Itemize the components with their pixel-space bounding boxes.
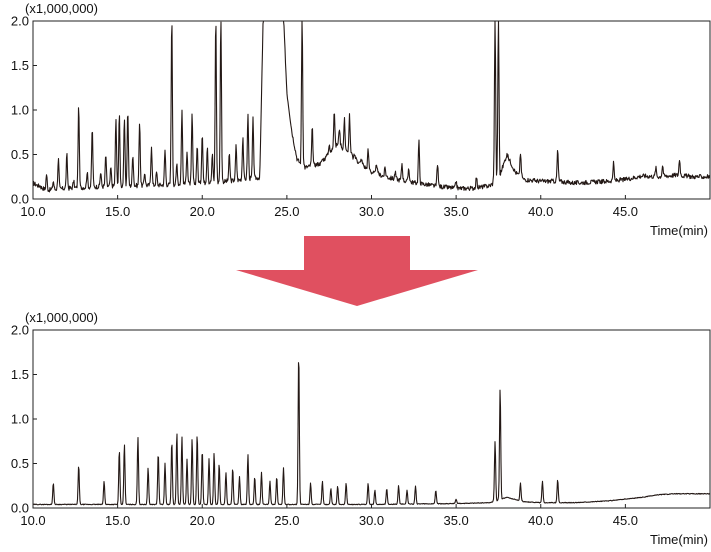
- chart-after-frame: [32, 329, 711, 509]
- after-xtick-label: 35.0: [443, 513, 468, 528]
- before-xtick-label: 35.0: [443, 204, 468, 219]
- after-ytick-label: 0.5: [11, 456, 29, 471]
- chart-after-xlabel: Time(min): [650, 532, 708, 547]
- chart-before-x-axis: 10.0 15.0 20.0 25.0 30.0 35.0 40.0 45.0: [20, 195, 638, 219]
- before-ytick-label: 0.5: [11, 147, 29, 162]
- after-xtick-label: 10.0: [20, 513, 45, 528]
- after-xtick-label: 30.0: [359, 513, 384, 528]
- after-ytick-label: 2.0: [11, 323, 29, 338]
- before-ytick-label: 2.0: [11, 14, 29, 29]
- before-xtick-label: 15.0: [105, 204, 130, 219]
- before-ytick-label: 1.0: [11, 103, 29, 118]
- after-xtick-label: 25.0: [274, 513, 299, 528]
- down-arrow-icon: [236, 236, 478, 306]
- chart-before-y-axis: 0.0 0.5 1.0 1.5 2.0: [11, 14, 37, 207]
- after-ytick-label: 1.0: [11, 412, 29, 427]
- before-ytick-label: 1.5: [11, 58, 29, 73]
- chart-after-trace: [32, 362, 711, 506]
- chart-after-x-axis: 10.0 15.0 20.0 25.0 30.0 35.0 40.0 45.0: [20, 504, 638, 528]
- before-xtick-label: 10.0: [20, 204, 45, 219]
- chart-after: (x1,000,000) 0.0 0.5 1.0 1.5 2.0 10.0 15.0 20.…: [11, 310, 711, 547]
- chart-before-trace: [32, 20, 711, 193]
- after-ytick-label: 1.5: [11, 367, 29, 382]
- chart-before-xlabel: Time(min): [650, 223, 708, 238]
- chart-before: (x1,000,000) 0.0 0.5 1.0 1.5 2.0 10.0 15.0 20.…: [11, 1, 711, 238]
- before-xtick-label: 20.0: [190, 204, 215, 219]
- before-xtick-label: 40.0: [528, 204, 553, 219]
- before-xtick-label: 45.0: [613, 204, 638, 219]
- after-xtick-label: 45.0: [613, 513, 638, 528]
- after-xtick-label: 20.0: [190, 513, 215, 528]
- before-ytick-label: 0.0: [11, 192, 29, 207]
- after-xtick-label: 15.0: [105, 513, 130, 528]
- chart-after-y-axis: 0.0 0.5 1.0 1.5 2.0: [11, 323, 37, 516]
- chart-before-multiplier: (x1,000,000): [25, 1, 98, 16]
- after-xtick-label: 40.0: [528, 513, 553, 528]
- chart-after-multiplier: (x1,000,000): [25, 310, 98, 325]
- after-ytick-label: 0.0: [11, 501, 29, 516]
- chart-before-frame: [32, 20, 711, 200]
- before-xtick-label: 25.0: [274, 204, 299, 219]
- before-xtick-label: 30.0: [359, 204, 384, 219]
